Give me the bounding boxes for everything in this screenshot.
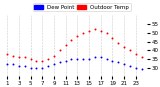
Point xyxy=(117,43,120,44)
Point xyxy=(105,32,108,33)
Point xyxy=(135,67,137,68)
Point xyxy=(64,60,67,61)
Point xyxy=(29,67,32,68)
Point xyxy=(105,58,108,60)
Point xyxy=(135,53,137,54)
Point xyxy=(76,58,79,60)
Point xyxy=(18,65,20,67)
Point xyxy=(41,60,44,61)
Point xyxy=(70,39,73,40)
Point xyxy=(24,65,26,67)
Point xyxy=(94,57,96,58)
Point xyxy=(99,57,102,58)
Point xyxy=(123,46,125,48)
Point xyxy=(140,57,143,58)
Point xyxy=(59,62,61,63)
Point xyxy=(6,53,8,54)
Point xyxy=(35,60,38,61)
Point xyxy=(24,57,26,58)
Point xyxy=(111,37,114,39)
Point xyxy=(18,57,20,58)
Point xyxy=(99,30,102,32)
Point xyxy=(94,29,96,30)
Point xyxy=(53,55,55,56)
Point xyxy=(47,65,49,67)
Point xyxy=(41,67,44,68)
Point xyxy=(64,44,67,46)
Point xyxy=(29,58,32,60)
Point xyxy=(88,58,90,60)
Point xyxy=(35,67,38,68)
Point xyxy=(59,50,61,51)
Point xyxy=(82,32,84,33)
Point xyxy=(70,58,73,60)
Point xyxy=(6,64,8,65)
Point xyxy=(129,50,131,51)
Point xyxy=(12,64,14,65)
Point xyxy=(117,62,120,63)
Point xyxy=(129,65,131,67)
Point xyxy=(47,58,49,60)
Point xyxy=(76,36,79,37)
Point xyxy=(82,58,84,60)
Point xyxy=(140,69,143,70)
Point xyxy=(12,55,14,56)
Point xyxy=(53,64,55,65)
Legend: Dew Point, Outdoor Temp: Dew Point, Outdoor Temp xyxy=(33,3,131,11)
Point xyxy=(111,60,114,61)
Point xyxy=(123,64,125,65)
Point xyxy=(88,30,90,32)
